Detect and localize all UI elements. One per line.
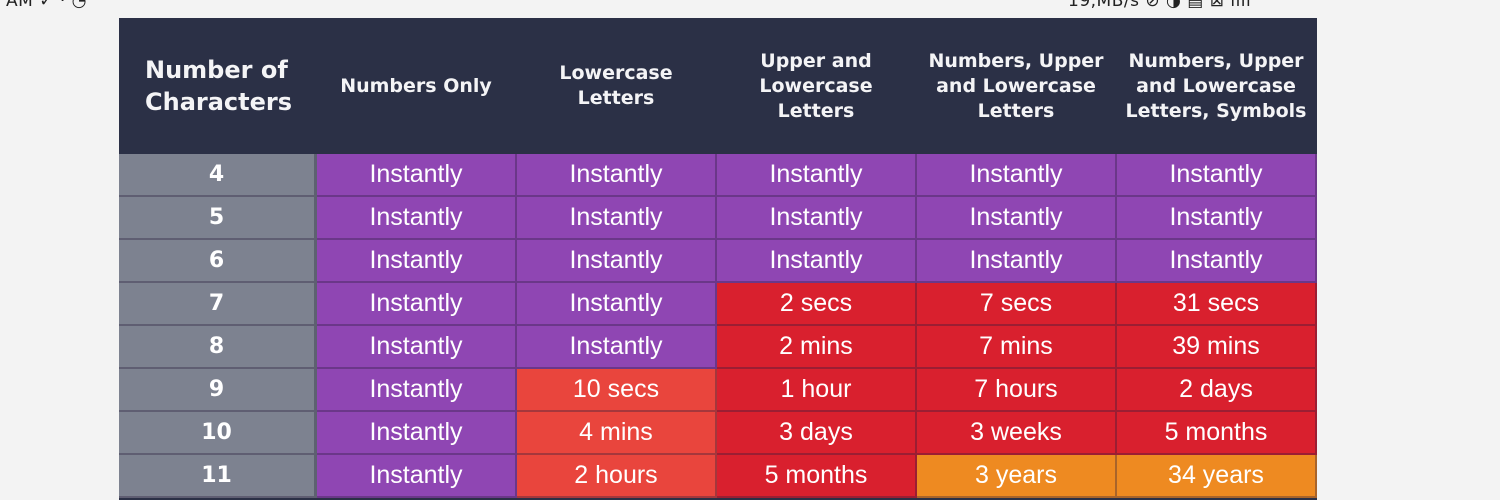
- status-bar-left: AM ✓ · ◔: [6, 0, 87, 11]
- crack-time-cell: 1 hour: [717, 369, 917, 412]
- crack-time-cell: 7 secs: [917, 283, 1117, 326]
- crack-time-cell: Instantly: [917, 197, 1117, 240]
- table-row: 9 Instantly 10 secs 1 hour 7 hours 2 days: [119, 369, 1317, 412]
- crack-time-cell: 2 mins: [717, 326, 917, 369]
- crack-time-cell: Instantly: [517, 154, 717, 197]
- table-body: 4 Instantly Instantly Instantly Instantly Ins…: [119, 154, 1317, 498]
- crack-time-cell: Instantly: [317, 412, 517, 455]
- crack-time-cell: Instantly: [917, 240, 1117, 283]
- crack-time-cell: Instantly: [1117, 154, 1317, 197]
- crack-time-cell: Instantly: [1117, 240, 1317, 283]
- row-character-count: 8: [119, 326, 317, 369]
- crack-time-cell: 34 years: [1117, 455, 1317, 498]
- table-row: 4 Instantly Instantly Instantly Instantly Ins…: [119, 154, 1317, 197]
- row-character-count: 4: [119, 154, 317, 197]
- crack-time-cell: 3 weeks: [917, 412, 1117, 455]
- crack-time-cell: Instantly: [517, 283, 717, 326]
- table-row: 7 Instantly Instantly 2 secs 7 secs 31 secs: [119, 283, 1317, 326]
- crack-time-cell: Instantly: [317, 455, 517, 498]
- crack-time-cell: Instantly: [517, 326, 717, 369]
- crack-time-cell: Instantly: [717, 197, 917, 240]
- row-character-count: 6: [119, 240, 317, 283]
- crack-time-cell: Instantly: [917, 154, 1117, 197]
- crack-time-cell: 10 secs: [517, 369, 717, 412]
- password-crack-time-table: Number of Characters Numbers Only Lowerc…: [119, 18, 1317, 498]
- row-character-count: 9: [119, 369, 317, 412]
- crack-time-cell: Instantly: [517, 197, 717, 240]
- crack-time-cell: 3 years: [917, 455, 1117, 498]
- header-lowercase-letters: Lowercase Letters: [517, 18, 717, 154]
- crack-time-cell: Instantly: [717, 154, 917, 197]
- row-character-count: 10: [119, 412, 317, 455]
- table-row: 10 Instantly 4 mins 3 days 3 weeks 5 months: [119, 412, 1317, 455]
- crack-time-cell: 7 hours: [917, 369, 1117, 412]
- table-row: 11 Instantly 2 hours 5 months 3 years 34 year…: [119, 455, 1317, 498]
- header-numbers-upper-lowercase: Numbers, Upper and Lowercase Letters: [917, 18, 1117, 154]
- crack-time-cell: Instantly: [1117, 197, 1317, 240]
- row-character-count: 7: [119, 283, 317, 326]
- row-character-count: 5: [119, 197, 317, 240]
- header-upper-lowercase-letters: Upper and Lowercase Letters: [717, 18, 917, 154]
- crack-time-cell: 4 mins: [517, 412, 717, 455]
- crack-time-cell: Instantly: [317, 283, 517, 326]
- table-row: 6 Instantly Instantly Instantly Instantly Ins…: [119, 240, 1317, 283]
- crack-time-cell: 39 mins: [1117, 326, 1317, 369]
- crack-time-cell: Instantly: [717, 240, 917, 283]
- crack-time-cell: Instantly: [517, 240, 717, 283]
- row-character-count: 11: [119, 455, 317, 498]
- status-bar-right: 19,MB/s ⊘ ◑ ▤ ⊠ ılıl: [1068, 0, 1252, 11]
- crack-time-cell: Instantly: [317, 326, 517, 369]
- status-bar: AM ✓ · ◔ 19,MB/s ⊘ ◑ ▤ ⊠ ılıl: [0, 0, 1500, 14]
- crack-time-cell: Instantly: [317, 240, 517, 283]
- header-numbers-only: Numbers Only: [317, 18, 517, 154]
- crack-time-cell: 3 days: [717, 412, 917, 455]
- crack-time-cell: 2 secs: [717, 283, 917, 326]
- header-numbers-upper-lowercase-symbols: Numbers, Upper and Lowercase Letters, Sy…: [1117, 18, 1317, 154]
- crack-time-cell: 5 months: [1117, 412, 1317, 455]
- crack-time-cell: 2 days: [1117, 369, 1317, 412]
- crack-time-cell: 7 mins: [917, 326, 1117, 369]
- crack-time-cell: 5 months: [717, 455, 917, 498]
- header-number-of-characters: Number of Characters: [119, 18, 317, 154]
- table-row: 8 Instantly Instantly 2 mins 7 mins 39 mins: [119, 326, 1317, 369]
- table-header-row: Number of Characters Numbers Only Lowerc…: [119, 18, 1317, 154]
- crack-time-cell: Instantly: [317, 154, 517, 197]
- crack-time-cell: Instantly: [317, 369, 517, 412]
- crack-time-cell: 31 secs: [1117, 283, 1317, 326]
- crack-time-cell: Instantly: [317, 197, 517, 240]
- crack-time-cell: 2 hours: [517, 455, 717, 498]
- password-crack-time-table-image: Number of Characters Numbers Only Lowerc…: [119, 18, 1317, 500]
- table-row: 5 Instantly Instantly Instantly Instantly Ins…: [119, 197, 1317, 240]
